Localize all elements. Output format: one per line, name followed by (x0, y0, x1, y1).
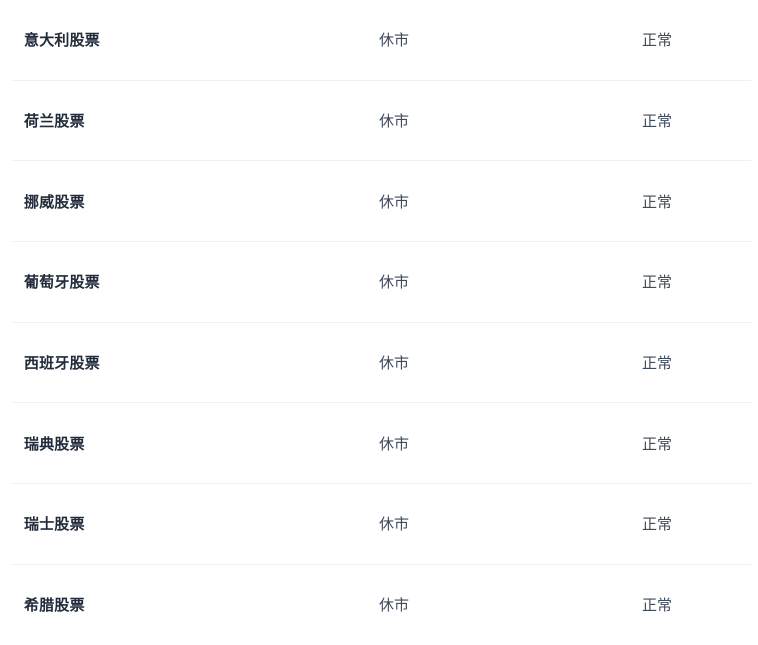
market-status-table: 意大利股票 休市 正常 荷兰股票 休市 正常 挪威股票 休市 正常 葡萄牙股票 … (12, 0, 751, 645)
system-status: 正常 (642, 355, 673, 373)
table-row: 希腊股票 休市 正常 (12, 564, 751, 645)
market-name: 瑞典股票 (24, 435, 85, 453)
market-name: 希腊股票 (24, 597, 85, 615)
table-row: 意大利股票 休市 正常 (12, 0, 751, 81)
system-status: 正常 (642, 32, 673, 50)
table-row: 荷兰股票 休市 正常 (12, 80, 751, 162)
system-status: 正常 (642, 435, 673, 453)
system-status: 正常 (642, 113, 673, 131)
system-status: 正常 (642, 274, 673, 292)
table-row: 葡萄牙股票 休市 正常 (12, 242, 751, 323)
trading-status: 休市 (379, 597, 410, 615)
table-row: 瑞典股票 休市 正常 (12, 403, 751, 485)
market-name: 西班牙股票 (24, 355, 101, 373)
system-status: 正常 (642, 597, 673, 615)
trading-status: 休市 (379, 113, 410, 131)
trading-status: 休市 (379, 516, 410, 534)
market-name: 荷兰股票 (24, 113, 85, 131)
system-status: 正常 (642, 516, 673, 534)
table-row: 西班牙股票 休市 正常 (12, 322, 751, 404)
market-name: 意大利股票 (24, 32, 101, 50)
market-name: 挪威股票 (24, 193, 85, 211)
trading-status: 休市 (379, 355, 410, 373)
market-name: 葡萄牙股票 (24, 274, 101, 292)
trading-status: 休市 (379, 435, 410, 453)
market-name: 瑞士股票 (24, 516, 85, 534)
trading-status: 休市 (379, 193, 410, 211)
system-status: 正常 (642, 193, 673, 211)
trading-status: 休市 (379, 32, 410, 50)
trading-status: 休市 (379, 274, 410, 292)
table-row: 挪威股票 休市 正常 (12, 161, 751, 243)
table-row: 瑞士股票 休市 正常 (12, 484, 751, 565)
